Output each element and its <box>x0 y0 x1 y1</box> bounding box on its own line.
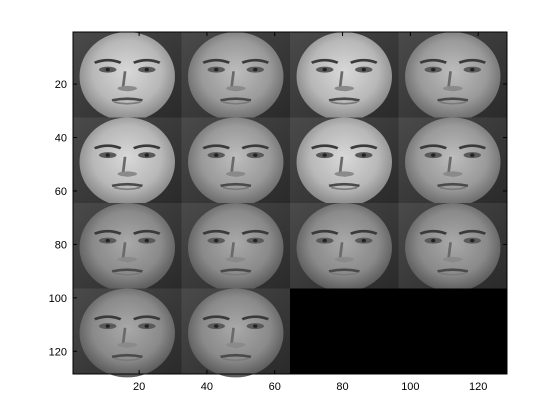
face-tile <box>398 203 507 292</box>
y-tick-label: 120 <box>49 346 67 358</box>
x-tick-label: 120 <box>469 381 487 393</box>
x-tick-label: 40 <box>201 381 213 393</box>
y-tick-label: 40 <box>55 133 67 145</box>
face-tile <box>290 203 399 292</box>
x-axis: 20 40 60 80 100 120 <box>133 32 487 393</box>
face-tile <box>73 203 182 292</box>
face-tile <box>290 117 399 207</box>
face-tile <box>181 117 290 207</box>
face-tile <box>73 32 182 121</box>
face-tile <box>73 117 182 207</box>
face-tile <box>181 32 290 121</box>
y-axis: 20 40 60 80 100 120 <box>49 79 507 358</box>
x-tick-label: 80 <box>336 381 348 393</box>
face-tile <box>181 203 290 292</box>
x-tick-label: 100 <box>401 381 419 393</box>
empty-tile <box>398 288 507 374</box>
face-tile <box>398 32 507 121</box>
face-tile <box>398 117 507 207</box>
face-tile <box>73 288 182 378</box>
y-tick-label: 100 <box>49 293 67 305</box>
empty-tile <box>290 288 399 374</box>
face-tile <box>290 32 399 121</box>
x-tick-label: 20 <box>133 381 145 393</box>
axes-frame <box>72 31 508 375</box>
y-tick-label: 80 <box>55 239 67 251</box>
x-tick-label: 60 <box>269 381 281 393</box>
y-tick-label: 60 <box>55 186 67 198</box>
y-tick-label: 20 <box>55 79 67 91</box>
face-montage-image <box>73 32 507 378</box>
face-tile <box>181 288 290 378</box>
